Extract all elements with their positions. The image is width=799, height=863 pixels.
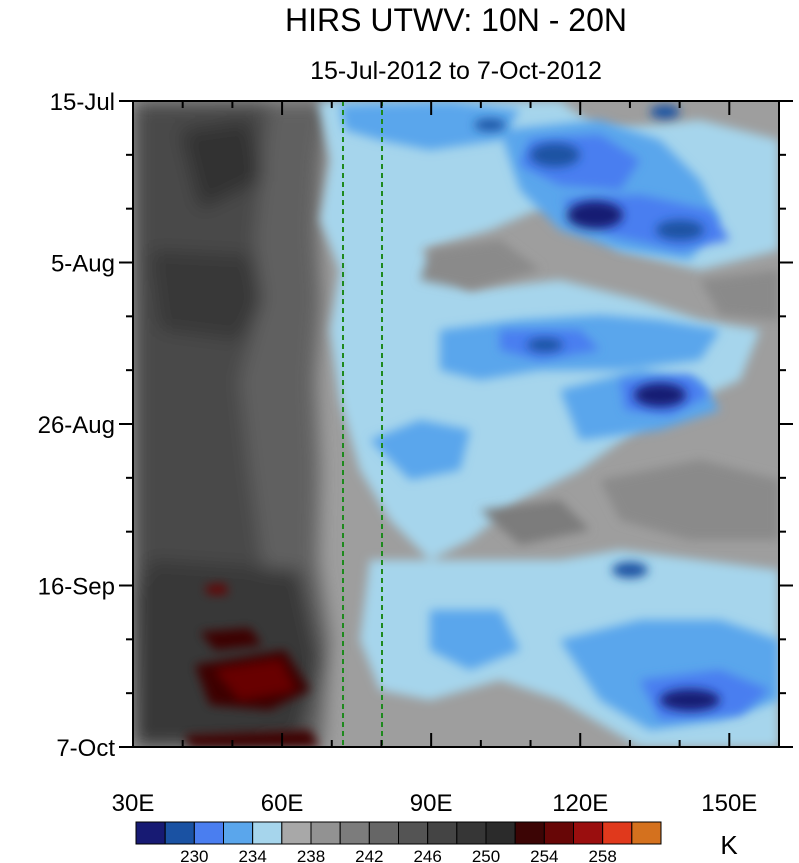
gray-patch-4 — [700, 270, 779, 320]
gray-patch-2 — [600, 460, 779, 540]
colorbar-swatch — [310, 821, 341, 845]
x-tick-label: 60E — [261, 790, 304, 817]
colorbar-swatch — [135, 821, 166, 845]
colorbar-swatch — [456, 821, 487, 845]
colorbar-label: 242 — [355, 847, 383, 863]
blue-band-7 — [370, 420, 470, 480]
plot-area — [133, 101, 779, 747]
colorbar-swatch — [602, 821, 633, 845]
blue-band-1 — [340, 102, 520, 150]
colorbar-swatch — [223, 821, 254, 845]
warm-patch-5 — [205, 584, 228, 594]
colorbar-swatch — [543, 821, 574, 845]
gray-patch-3 — [480, 500, 590, 545]
y-tick-label: 7-Oct — [56, 735, 115, 762]
dry-core-3 — [180, 120, 262, 210]
colorbar-swatch — [573, 821, 604, 845]
warm-patch-1 — [200, 628, 262, 650]
x-tick-label: 30E — [112, 790, 155, 817]
colorbar-label: 250 — [472, 847, 500, 863]
warm-patch-4 — [185, 730, 320, 747]
blue-band-6 — [430, 610, 520, 670]
y-tick-label: 16-Sep — [38, 574, 115, 601]
core-8 — [527, 338, 563, 352]
colorbar-swatch — [485, 821, 516, 845]
core-4 — [634, 383, 686, 407]
colorbar-swatch — [164, 821, 195, 845]
colorbar-swatch — [398, 821, 429, 845]
x-tick-label: 120E — [552, 790, 608, 817]
colorbar-swatch — [631, 821, 662, 845]
colorbar-label: 238 — [297, 847, 325, 863]
x-tick-label: 90E — [410, 790, 453, 817]
core-2 — [567, 201, 623, 229]
core-5 — [660, 689, 720, 711]
y-tick-label: 5-Aug — [51, 251, 115, 278]
colorbar: 230 234 238 242 246 250 254 258 — [135, 821, 662, 863]
colorbar-swatch — [514, 821, 545, 845]
dry-core-2 — [133, 560, 320, 747]
colorbar-swatch — [252, 821, 283, 845]
core-3 — [656, 220, 704, 240]
chart-subtitle: 15-Jul-2012 to 7-Oct-2012 — [310, 57, 602, 85]
y-tick-label: 26-Aug — [38, 412, 115, 439]
core-1 — [530, 143, 580, 167]
moist-cores — [474, 105, 720, 711]
dry-region — [133, 101, 330, 747]
colorbar-label: 230 — [180, 847, 208, 863]
colorbar-swatch — [427, 821, 458, 845]
gray-inclusions — [420, 240, 779, 545]
core-7 — [650, 105, 680, 119]
x-axis: 30E 60E 90E 120E 150E — [112, 101, 780, 817]
y-tick-label: 15-Jul — [50, 89, 115, 116]
colorbar-label: 246 — [413, 847, 441, 863]
y-axis: 15-Jul 5-Aug 26-Aug 16-Sep 7-Oct — [38, 89, 793, 762]
colorbar-swatch — [339, 821, 370, 845]
colorbar-swatch — [368, 821, 400, 845]
chart-title: HIRS UTWV: 10N - 20N — [285, 2, 627, 38]
warm-region — [185, 584, 320, 747]
core-6 — [612, 562, 648, 578]
colorbar-label: 258 — [588, 847, 616, 863]
gray-patch-1 — [420, 240, 540, 290]
colorbar-swatch — [193, 821, 224, 845]
colorbar-swatch — [281, 821, 312, 845]
warm-patch-3 — [215, 660, 295, 700]
colorbar-unit-label: K — [720, 830, 738, 860]
colorbar-label: 234 — [238, 847, 266, 863]
colorbar-label: 254 — [530, 847, 558, 863]
x-tick-label: 150E — [701, 790, 757, 817]
dry-core-1 — [150, 250, 262, 340]
core-9 — [474, 119, 506, 131]
